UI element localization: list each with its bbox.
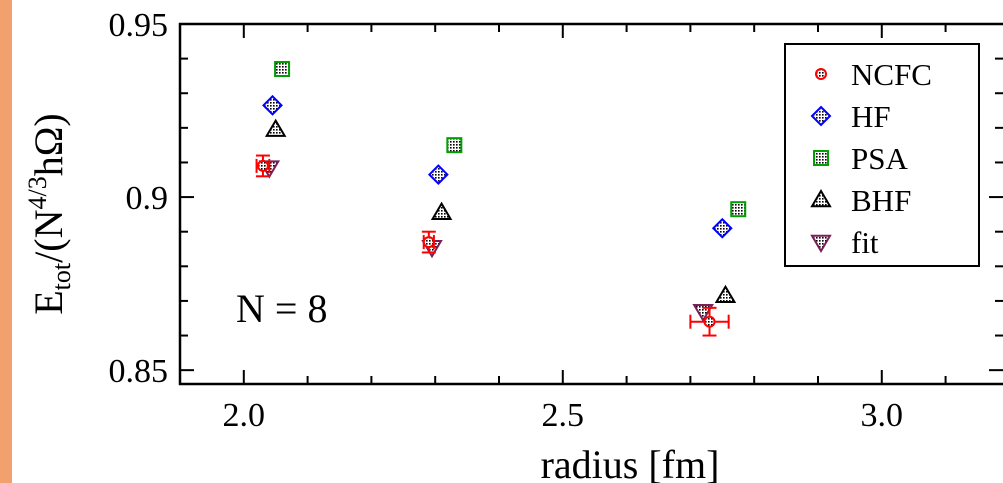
legend-marker-hf bbox=[810, 105, 832, 127]
n-equals-annotation: N = 8 bbox=[236, 286, 327, 331]
legend-entry-bhf: BHF bbox=[810, 183, 911, 218]
legend-label: PSA bbox=[851, 141, 908, 176]
bhf-point bbox=[714, 284, 737, 304]
legend-marker-psa bbox=[813, 150, 829, 166]
legend-entry-psa: PSA bbox=[813, 141, 908, 176]
ncfc-point bbox=[256, 159, 269, 172]
x-tick-label: 2.5 bbox=[542, 397, 585, 434]
legend-label: NCFC bbox=[851, 57, 932, 92]
legend-entry-hf: HF bbox=[810, 99, 891, 134]
bhf-point bbox=[430, 201, 453, 220]
x-tick-label: 3.0 bbox=[861, 397, 904, 434]
tick-labels: 2.0 2.5 3.0 0.85 0.9 0.95 bbox=[109, 7, 904, 434]
ncfc-point bbox=[422, 236, 435, 249]
legend-marker-bhf bbox=[810, 189, 832, 208]
psa-point bbox=[446, 137, 463, 154]
legend-label: fit bbox=[851, 225, 879, 260]
bhf-point bbox=[264, 118, 287, 137]
y-tick-label: 0.95 bbox=[109, 7, 169, 44]
hf-point bbox=[427, 164, 449, 185]
hf-point bbox=[711, 217, 733, 239]
legend-label: BHF bbox=[851, 183, 911, 218]
legend-marker-ncfc bbox=[815, 68, 827, 80]
psa-point bbox=[274, 61, 291, 77]
data-markers bbox=[255, 61, 747, 337]
ncfc-point bbox=[703, 315, 716, 328]
axis-ticks bbox=[179, 23, 1003, 384]
y-tick-label: 0.9 bbox=[126, 180, 169, 217]
hf-point bbox=[262, 94, 283, 116]
plot-frame bbox=[178, 22, 1003, 386]
legend-entry-ncfc: NCFC bbox=[815, 57, 932, 92]
x-tick-label: 2.0 bbox=[223, 397, 266, 434]
legend-entry-fit: fit bbox=[810, 225, 879, 260]
y-axis-label: Etot/(N4/3hΩ) bbox=[23, 113, 76, 315]
x-axis-label: radius [fm] bbox=[541, 442, 720, 483]
psa-point bbox=[730, 201, 747, 218]
legend: NCFC HF PSA BHF fit bbox=[784, 43, 980, 267]
legend-marker-fit bbox=[810, 234, 832, 253]
y-tick-label: 0.85 bbox=[109, 353, 169, 390]
legend-label: HF bbox=[851, 99, 891, 134]
left-edge-strip bbox=[0, 0, 12, 483]
